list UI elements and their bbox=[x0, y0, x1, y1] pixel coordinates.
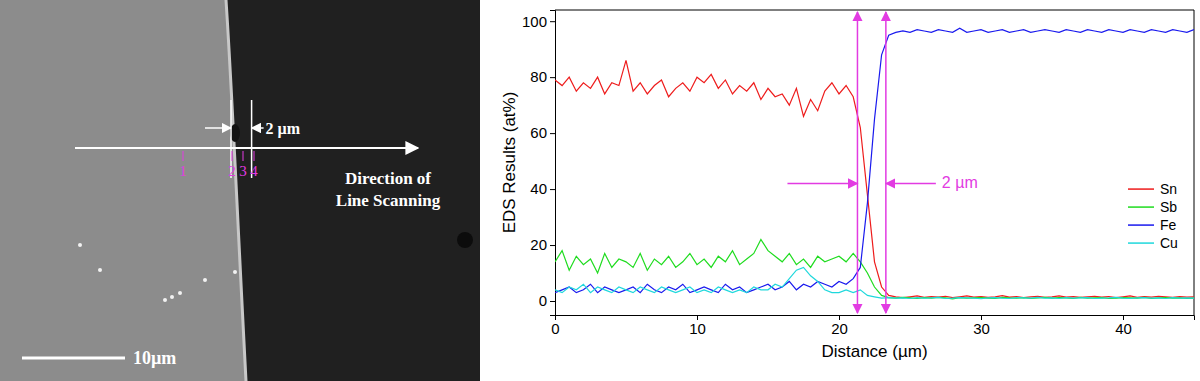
micrograph bbox=[0, 0, 480, 381]
x-axis: 0 10 20 30 40 bbox=[551, 315, 1194, 337]
span-arrow bbox=[787, 183, 857, 185]
frame bbox=[1194, 10, 1195, 315]
y-tick-label: 0 bbox=[539, 292, 547, 309]
x-tick-label: 0 bbox=[551, 320, 559, 337]
x-tick: 0 bbox=[551, 315, 559, 337]
x-tick-label: 20 bbox=[831, 320, 848, 337]
marker-line bbox=[857, 12, 859, 313]
annotation-text: 2 µm bbox=[942, 174, 978, 191]
x-tick-label: 10 bbox=[689, 320, 706, 337]
x-tick: 20 bbox=[831, 315, 848, 337]
x-axis-line bbox=[556, 316, 1195, 321]
x-tick: 30 bbox=[973, 315, 990, 337]
point-label: 4 bbox=[250, 163, 258, 179]
legend-label: Fe bbox=[1160, 217, 1177, 233]
x-tick: 40 bbox=[1115, 315, 1132, 337]
annotations: 2 µm bbox=[787, 12, 977, 313]
series-line bbox=[555, 28, 1194, 292]
point-tick bbox=[183, 151, 184, 161]
point-label: 3 bbox=[239, 163, 247, 179]
frame bbox=[555, 10, 1194, 11]
particle bbox=[170, 295, 174, 299]
scale-bar bbox=[22, 357, 125, 360]
series-line bbox=[555, 239, 1194, 298]
interface-edge bbox=[226, 0, 246, 381]
span-arrow bbox=[886, 183, 936, 185]
scan-arrow bbox=[75, 147, 418, 149]
matrix-region bbox=[0, 0, 480, 381]
y-axis-line bbox=[550, 11, 556, 316]
y-tick-label: 80 bbox=[530, 68, 547, 85]
series-line bbox=[555, 267, 1194, 298]
x-tick-label: 40 bbox=[1115, 320, 1132, 337]
series-line bbox=[555, 60, 1194, 297]
width-arrow bbox=[252, 127, 264, 129]
point-tick bbox=[254, 151, 255, 161]
x-tick: 10 bbox=[689, 315, 706, 337]
point-tick bbox=[243, 151, 244, 161]
scale-bar-label: 10µm bbox=[133, 348, 176, 368]
legend-label: Sn bbox=[1160, 181, 1177, 197]
width-arrow bbox=[205, 127, 231, 129]
particle bbox=[178, 291, 182, 295]
point-label: 2 bbox=[228, 163, 236, 179]
y-tick-mark bbox=[550, 21, 555, 22]
legend: Sn Sb Fe Cu bbox=[1128, 181, 1178, 251]
y-tick: 100 bbox=[522, 12, 555, 29]
pore bbox=[457, 232, 473, 248]
particle bbox=[98, 268, 102, 272]
point-label: 1 bbox=[179, 163, 187, 179]
plot-lines bbox=[555, 28, 1194, 299]
y-tick: 20 bbox=[530, 236, 555, 253]
particle bbox=[78, 243, 82, 247]
y-axis-title: EDS Results (at%) bbox=[500, 92, 519, 234]
scan-label: Direction of bbox=[345, 169, 431, 188]
y-tick-label: 20 bbox=[530, 236, 547, 253]
y-tick: 40 bbox=[530, 180, 555, 197]
width-label: 2 µm bbox=[266, 120, 301, 138]
figure: 2 µm 1 234 Direction of Line Scanning 10µm 0 10… bbox=[0, 0, 1200, 381]
legend-swatch bbox=[1128, 188, 1154, 190]
particle bbox=[203, 278, 207, 282]
x-tick-label: 30 bbox=[973, 320, 990, 337]
coating-region bbox=[0, 0, 246, 381]
y-tick-mark bbox=[550, 245, 555, 246]
y-tick: 60 bbox=[530, 124, 555, 141]
point-tick bbox=[232, 151, 233, 161]
y-tick: 0 bbox=[539, 292, 555, 309]
legend-swatch bbox=[1128, 242, 1154, 244]
scan-label: Line Scanning bbox=[336, 191, 441, 210]
y-tick-label: 60 bbox=[530, 124, 547, 141]
y-tick: 80 bbox=[530, 68, 555, 85]
marker-line bbox=[885, 12, 887, 313]
legend-label: Sb bbox=[1160, 199, 1177, 215]
y-axis: 0 20 40 60 80 100 bbox=[522, 11, 556, 316]
y-tick-label: 100 bbox=[522, 12, 547, 29]
particle bbox=[233, 270, 237, 274]
legend-swatch bbox=[1128, 224, 1154, 226]
y-tick-mark bbox=[550, 133, 555, 134]
chart: 0 10 20 30 40 0 20 40 60 80 100 Distance (µm) EDS Re… bbox=[500, 10, 1195, 361]
legend-label: Cu bbox=[1160, 235, 1178, 251]
particle bbox=[163, 298, 167, 302]
y-tick-mark bbox=[550, 77, 555, 78]
y-tick-mark bbox=[550, 301, 555, 302]
legend-swatch bbox=[1128, 206, 1154, 208]
y-tick-label: 40 bbox=[530, 180, 547, 197]
x-axis-title: Distance (µm) bbox=[821, 342, 927, 361]
y-tick-mark bbox=[550, 189, 555, 190]
